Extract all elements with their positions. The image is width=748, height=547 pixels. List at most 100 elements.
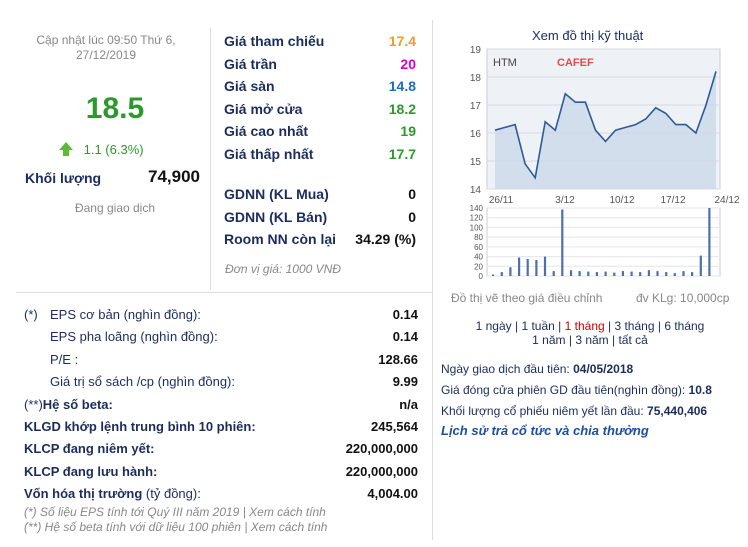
volume-tick-label: 60 (474, 243, 483, 252)
fundamental-name: Giá trị sổ sách /cp (50, 374, 155, 390)
foreign-row: Room NN còn lại 34.29 (%) (224, 231, 416, 251)
fundamental-name: KLCP đang niêm yết: (24, 441, 155, 457)
chart-caption-right: đv KLg: 10,000cp (636, 291, 730, 305)
arrow-up-icon (58, 141, 74, 160)
fundamental-label: (*) EPS cơ bản (nghìn đồng): (24, 307, 201, 322)
volume-bar (630, 271, 633, 276)
volume-value: 74,900 (148, 167, 200, 186)
volume-label: Khối lượng (25, 170, 102, 186)
volume-bar (708, 208, 711, 276)
fundamental-name: Vốn hóa thị trường (24, 486, 143, 502)
current-price: 18.5 (85, 92, 145, 125)
price-tick-label: 18 (470, 73, 482, 84)
fundamental-value: 128.66 (378, 351, 418, 367)
foreign-label: Room NN còn lại (224, 231, 337, 247)
divider-main (432, 20, 433, 540)
ticker-label: HTM (493, 57, 517, 69)
fundamental-label: KLCP đang niêm yết: (24, 441, 155, 456)
volume-bar (543, 256, 547, 276)
first-price-value: 10.8 (688, 383, 712, 397)
first-price-row: Giá đóng cửa phiên GD đầu tiên(nghìn đồn… (441, 383, 712, 397)
volume-plot-area (486, 207, 721, 277)
fundamental-label: KLGD khớp lệnh trung bình 10 phiên: (24, 419, 256, 434)
range-option[interactable]: 1 tháng (564, 319, 605, 333)
price-change: 1.1 (6.3%) (58, 141, 144, 160)
price-label: Giá thấp nhất (224, 146, 314, 162)
fundamental-row: Giá trị sổ sách /cp (nghìn đồng): 9.99 (24, 374, 418, 392)
price-tick-label: 15 (470, 157, 482, 168)
volume-bar (561, 209, 564, 276)
fundamental-unit: (nghìn đồng): (154, 374, 235, 390)
volume-bar (552, 271, 555, 276)
volume-bar (509, 267, 512, 276)
fundamental-unit: : (70, 351, 79, 367)
price-label: Giá cao nhất (224, 123, 309, 140)
price-row: Giá thấp nhất 17.7 (224, 146, 416, 166)
range-option[interactable]: 1 tuần (521, 319, 555, 333)
range-option[interactable]: 3 năm (575, 333, 609, 347)
fundamental-name: KLCP đang lưu hành: (24, 463, 158, 479)
volume-bar (604, 271, 607, 276)
range-option[interactable]: 1 ngày (475, 319, 512, 333)
footnote-eps: (*) Số liệu EPS tính tới Quý III năm 201… (24, 505, 326, 519)
fundamental-row: KLCP đang lưu hành: 220,000,000 (24, 464, 418, 482)
range-option[interactable]: 3 tháng (614, 319, 655, 333)
volume-bar (613, 272, 616, 276)
date-tick-label: 3/12 (555, 195, 575, 206)
price-tick-label: 14 (470, 185, 482, 196)
date-tick-label: 24/12 (714, 195, 739, 206)
price-tick-label: 17 (470, 101, 482, 112)
cafef-logo: CAFEF (557, 57, 594, 69)
price-change-value: 1.1 (6.3%) (83, 141, 144, 157)
trading-status: Đang giao dịch (74, 201, 156, 215)
volume-bar (665, 272, 668, 276)
price-row: Giá sàn 14.8 (224, 78, 416, 98)
price-row: Giá cao nhất 19 (224, 123, 416, 143)
volume-tick-label: 80 (474, 233, 483, 242)
fundamental-row: P/E : 128.66 (24, 352, 418, 370)
divider-left (210, 28, 211, 290)
fundamental-label: (**)Hệ số beta: (24, 397, 113, 412)
price-row: Giá tham chiếu 17.4 (224, 33, 416, 53)
dividend-history-link[interactable]: Lịch sử trả cổ tức và chia thưởng (441, 423, 649, 438)
range-option[interactable]: tất cả (618, 333, 648, 347)
fundamental-row: KLCP đang niêm yết: 220,000,000 (24, 441, 418, 459)
price-row: Giá mở cửa 18.2 (224, 101, 416, 121)
volume-bar (535, 260, 538, 276)
footnote-marker: (**) (24, 396, 43, 412)
fundamental-label: Giá trị sổ sách /cp (nghìn đồng): (24, 374, 235, 389)
volume-tick-label: 0 (479, 272, 484, 280)
price-value: 20 (400, 55, 416, 72)
foreign-value: 0 (408, 186, 416, 202)
fundamental-name: EPS cơ bản (50, 307, 120, 322)
price-label: Giá tham chiếu (224, 33, 325, 49)
volume-tick-label: 40 (474, 253, 483, 262)
foreign-value: 0 (408, 208, 416, 225)
range-option[interactable]: 6 tháng (664, 319, 705, 333)
date-tick-label: 26/11 (489, 195, 514, 206)
fundamental-unit: (nghìn đồng): (119, 307, 201, 322)
date-tick-label: 10/12 (609, 195, 634, 206)
fundamental-row: EPS pha loãng (nghìn đồng): 0.14 (24, 329, 418, 347)
range-selector-row1: 1 ngày | 1 tuần | 1 tháng | 3 tháng | 6 … (475, 319, 705, 333)
volume-tick-label: 20 (474, 262, 483, 271)
foreign-value: 34.29 (%) (355, 231, 416, 247)
listed-row: Khối lượng cổ phiếu niêm yết lần đầu: 75… (441, 404, 707, 418)
volume-bar (621, 271, 624, 276)
volume-bar (578, 271, 581, 276)
range-option[interactable]: 1 năm (532, 333, 566, 347)
fundamental-unit: (tỷ đồng): (142, 486, 201, 502)
stock-chart: 19 18 17 16 15 14 HTM CAFEF 26/11 3/12 10/12 17/12 2… (470, 45, 740, 280)
first-trade-value: 04/05/2018 (573, 362, 634, 376)
foreign-row: GDNN (KL Mua) 0 (224, 186, 416, 206)
volume-bar (647, 270, 650, 276)
price-row: Giá trần 20 (224, 56, 416, 76)
date-tick-label: 17/12 (660, 195, 685, 206)
fundamental-label: Vốn hóa thị trường (tỷ đồng): (24, 486, 201, 501)
price-value: 14.8 (388, 78, 416, 95)
chart-title-link[interactable]: Xem đồ thị kỹ thuật (532, 28, 644, 43)
volume-bar (492, 274, 495, 276)
price-tick-label: 19 (470, 45, 482, 56)
fundamental-label: KLCP đang lưu hành: (24, 464, 157, 479)
update-date: 27/12/2019 (75, 48, 137, 62)
